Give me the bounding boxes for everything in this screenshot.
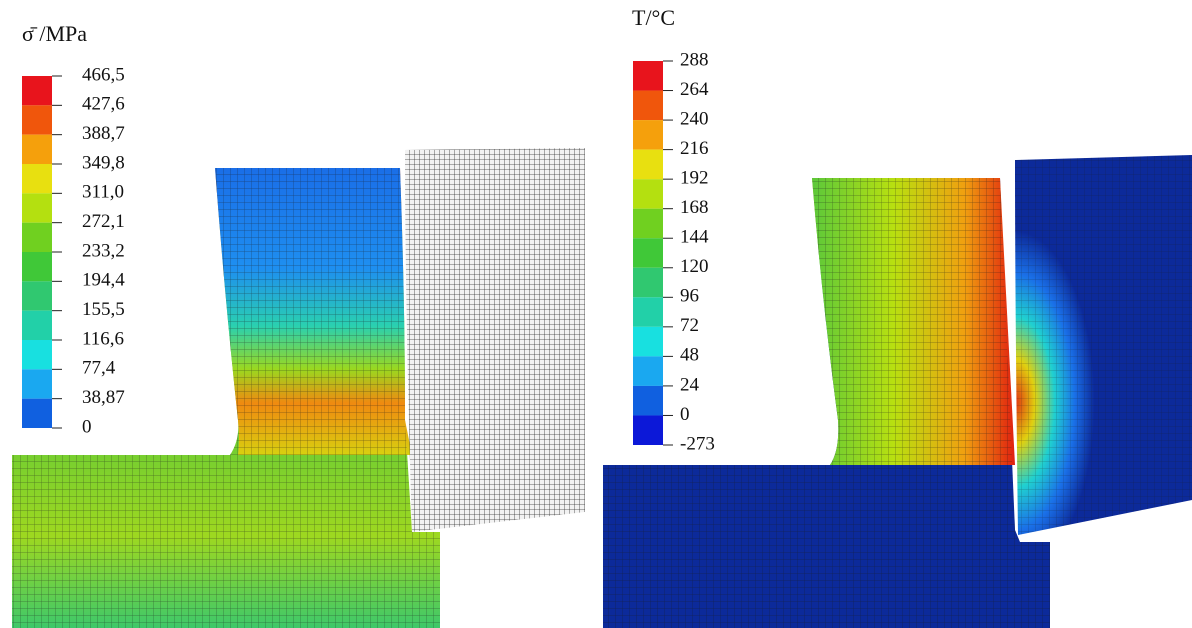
legend-label: 144 (680, 227, 709, 248)
legend-label: 38,87 (82, 387, 125, 408)
legend-band (633, 120, 663, 150)
legend-band (22, 76, 52, 106)
legend-label: -273 (680, 433, 715, 454)
legend-band (633, 385, 663, 416)
legend-label: 233,2 (82, 240, 125, 261)
legend-band (633, 208, 663, 239)
legend-band (633, 267, 663, 298)
legend-label: 168 (680, 197, 709, 218)
legend-label: 264 (680, 79, 709, 100)
legend-band (633, 149, 663, 180)
legend-band (22, 222, 52, 252)
legend-label: 0 (680, 404, 690, 425)
legend-band (22, 340, 52, 370)
legend-label: 427,6 (82, 94, 125, 115)
legend-label: 116,6 (82, 328, 124, 349)
legend-band (22, 164, 52, 194)
legend-label: 216 (680, 138, 709, 159)
legend-band (633, 61, 663, 91)
legend-label: 155,5 (82, 299, 125, 320)
legend-label: 272,1 (82, 211, 125, 232)
legend-band (633, 238, 663, 268)
legend-label: 48 (680, 345, 699, 366)
legend-label: 72 (680, 315, 699, 336)
legend-label: 77,4 (82, 358, 116, 379)
legend-label: 311,0 (82, 182, 124, 203)
legends: 466,5 427,6 388,7 349,8 311,0 272,1 233,2 194,4… (22, 49, 715, 454)
legend-band (22, 252, 52, 282)
legend-label: 240 (680, 108, 709, 129)
legend-band (633, 297, 663, 327)
legend-band (22, 310, 52, 340)
legend-label: 349,8 (82, 152, 125, 173)
legend-label: 120 (680, 256, 709, 277)
stress-model (12, 148, 585, 628)
legend-label: 288 (680, 49, 709, 70)
legend-band (22, 369, 52, 399)
temperature-model (603, 155, 1192, 628)
legend-label: 96 (680, 286, 699, 307)
legend-label: 24 (680, 374, 700, 395)
legend-band (633, 90, 663, 121)
legend-band (22, 134, 52, 164)
legend-band (633, 179, 663, 209)
legend-label: 388,7 (82, 123, 125, 144)
legend-label: 0 (82, 416, 92, 437)
legend-band (633, 356, 663, 386)
legend-band (22, 281, 52, 311)
legend-band (633, 415, 663, 445)
legend-band (633, 326, 663, 357)
legend-label: 192 (680, 168, 709, 189)
legend-band (22, 193, 52, 223)
legend-band (22, 398, 52, 428)
legend-label: 466,5 (82, 64, 125, 85)
stress-legend-title: σ̄ /MPa (22, 21, 87, 46)
temperature-legend-title: T/°C (632, 5, 675, 30)
legend-label: 194,4 (82, 270, 125, 291)
legend-band (22, 105, 52, 135)
